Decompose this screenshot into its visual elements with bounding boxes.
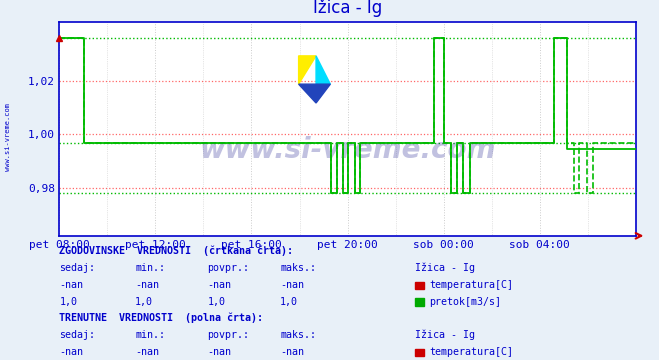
Text: temperatura[C]: temperatura[C] [429, 280, 513, 290]
Title: Ižica - Ig: Ižica - Ig [313, 0, 382, 17]
Text: 1,0: 1,0 [280, 297, 298, 307]
Text: -nan: -nan [208, 280, 231, 290]
Text: povpr.:: povpr.: [208, 330, 250, 341]
Text: maks.:: maks.: [280, 263, 316, 273]
Text: temperatura[C]: temperatura[C] [429, 347, 513, 357]
Polygon shape [299, 56, 316, 84]
Text: min.:: min.: [135, 263, 165, 273]
Polygon shape [316, 56, 330, 84]
Polygon shape [299, 84, 330, 103]
Text: -nan: -nan [135, 280, 159, 290]
Text: -nan: -nan [135, 347, 159, 357]
Text: 1,0: 1,0 [208, 297, 225, 307]
Text: min.:: min.: [135, 330, 165, 341]
Text: -nan: -nan [59, 280, 83, 290]
Text: TRENUTNE  VREDNOSTI  (polna črta):: TRENUTNE VREDNOSTI (polna črta): [59, 313, 264, 324]
Text: -nan: -nan [208, 347, 231, 357]
Text: maks.:: maks.: [280, 330, 316, 341]
Text: 1,0: 1,0 [59, 297, 77, 307]
Text: sedaj:: sedaj: [59, 263, 96, 273]
Text: www.si-vreme.com: www.si-vreme.com [5, 103, 11, 171]
Text: -nan: -nan [280, 347, 304, 357]
Text: pretok[m3/s]: pretok[m3/s] [429, 297, 501, 307]
Text: povpr.:: povpr.: [208, 263, 250, 273]
Text: 1,0: 1,0 [135, 297, 153, 307]
Text: www.si-vreme.com: www.si-vreme.com [200, 136, 496, 164]
Text: sedaj:: sedaj: [59, 330, 96, 341]
Text: -nan: -nan [59, 347, 83, 357]
Text: ZGODOVINSKE  VREDNOSTI  (črtkana črta):: ZGODOVINSKE VREDNOSTI (črtkana črta): [59, 245, 293, 256]
Text: -nan: -nan [280, 280, 304, 290]
Text: Ižica - Ig: Ižica - Ig [415, 330, 475, 341]
Text: Ižica - Ig: Ižica - Ig [415, 262, 475, 273]
